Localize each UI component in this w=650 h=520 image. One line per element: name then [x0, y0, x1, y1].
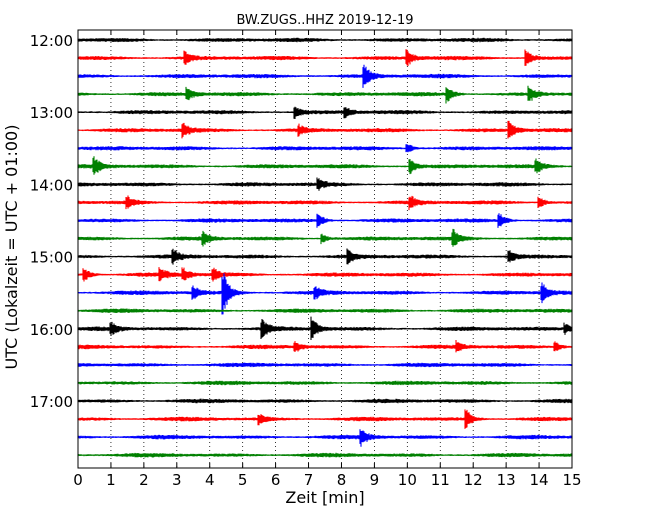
trace-row-1345 — [77, 156, 573, 175]
trace-row-1715 — [77, 409, 573, 429]
x-tick-label: 2 — [139, 471, 149, 489]
trace-row-1245 — [77, 85, 573, 104]
trace-row-1215 — [77, 49, 573, 67]
trace-row-1615 — [77, 340, 573, 353]
x-tick-label: 15 — [562, 471, 581, 489]
y-tick-label: 13:00 — [30, 104, 73, 122]
y-tick-label: 12:00 — [30, 32, 73, 50]
trace-row-1515 — [77, 267, 573, 282]
y-tick-label: 14:00 — [30, 176, 73, 194]
x-tick-label: 7 — [304, 471, 314, 489]
x-tick-label: 14 — [530, 471, 549, 489]
x-tick-label: 10 — [398, 471, 417, 489]
trace-row-1230 — [77, 64, 573, 88]
x-tick-label: 11 — [431, 471, 450, 489]
x-tick-label: 12 — [464, 471, 483, 489]
trace-row-1545 — [77, 308, 573, 313]
y-tick-label: 17:00 — [30, 393, 73, 411]
y-tick-label: 15:00 — [30, 249, 73, 267]
plot-frame — [77, 29, 573, 469]
trace-row-1415 — [77, 195, 573, 211]
trace-row-1200 — [77, 37, 573, 43]
trace-row-1430 — [77, 213, 573, 228]
x-tick-label: 4 — [205, 471, 215, 489]
x-tick-label: 13 — [497, 471, 516, 489]
chart-title: BW.ZUGS..HHZ 2019-12-19 — [236, 13, 413, 28]
seismogram-traces — [77, 37, 573, 458]
y-axis-label: UTC (Lokalzeit = UTC + 01:00) — [2, 125, 21, 370]
trace-row-1400 — [77, 177, 573, 191]
x-tick-label: 9 — [370, 471, 380, 489]
x-axis-label: Zeit [min] — [285, 488, 364, 507]
trace-row-1300 — [77, 106, 573, 119]
trace-row-1500 — [77, 248, 573, 265]
x-tick-label: 0 — [73, 471, 83, 489]
trace-row-1645 — [77, 380, 573, 386]
trace-row-1745 — [77, 452, 573, 458]
trace-row-1630 — [77, 362, 573, 368]
x-tick-label: 3 — [172, 471, 182, 489]
y-axis-ticks: 12:00 13:00 14:00 15:00 16:00 17:00 — [30, 32, 572, 411]
trace-row-1445 — [77, 228, 573, 247]
trace-row-1315 — [77, 120, 573, 139]
trace-row-1700 — [77, 398, 573, 404]
trace-row-1600 — [77, 316, 573, 340]
trace-row-1530 — [77, 273, 573, 315]
x-axis-ticks: 0 1 2 3 4 5 6 7 8 9 10 11 12 13 14 15 — [73, 30, 582, 489]
x-tick-label: 1 — [106, 471, 116, 489]
x-tick-label: 5 — [238, 471, 248, 489]
y-tick-label: 16:00 — [30, 321, 73, 339]
x-tick-label: 6 — [271, 471, 281, 489]
trace-row-1330 — [77, 144, 573, 153]
trace-row-1730 — [77, 429, 573, 447]
x-tick-label: 8 — [337, 471, 347, 489]
